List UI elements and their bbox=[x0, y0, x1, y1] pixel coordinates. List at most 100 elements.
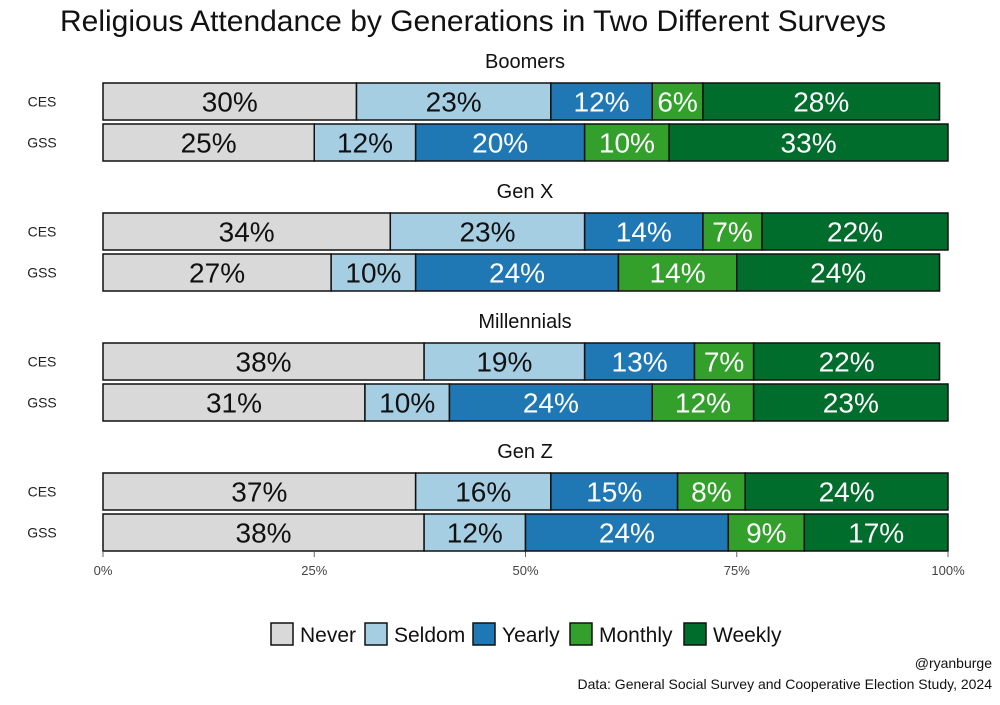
data-label: 19% bbox=[476, 347, 532, 378]
generation-group: Boomers CES 30% 23% 12% 6% 28% GSS 25% 12% 20% 10% 3… bbox=[27, 51, 949, 162]
data-label: 28% bbox=[793, 87, 849, 118]
survey-row: GSS 38% 12% 24% 9% 17% bbox=[27, 513, 949, 552]
bar-segment-weekly bbox=[752, 383, 949, 422]
data-label: 27% bbox=[189, 258, 245, 289]
legend-label: Never bbox=[300, 624, 356, 647]
survey-row: GSS 25% 12% 20% 10% 33% bbox=[27, 123, 949, 162]
bar-segment-yearly bbox=[583, 212, 704, 251]
data-label: 24% bbox=[810, 258, 866, 289]
bar-segment-weekly bbox=[668, 123, 949, 162]
legend-swatch bbox=[683, 622, 707, 646]
generation-label: Millennials bbox=[478, 311, 571, 333]
bar-segment-never bbox=[102, 82, 358, 121]
data-label: 38% bbox=[236, 518, 292, 549]
legend: Never Seldom Yearly Monthly Weekly bbox=[270, 622, 782, 647]
bar-segment-never bbox=[102, 253, 332, 292]
groups-layer: Boomers CES 30% 23% 12% 6% 28% GSS 25% 12% 20% 10% 3… bbox=[27, 51, 949, 552]
bar-segment-monthly bbox=[617, 253, 738, 292]
bar-segment-seldom bbox=[355, 82, 552, 121]
bar-segment-weekly bbox=[761, 212, 949, 251]
legend-item: Seldom bbox=[364, 622, 465, 647]
data-label: 12% bbox=[447, 518, 503, 549]
chart-title: Religious Attendance by Generations in T… bbox=[60, 5, 886, 38]
survey-row: CES 34% 23% 14% 7% 22% bbox=[28, 212, 949, 251]
bar-segment-seldom bbox=[423, 342, 586, 381]
data-label: 24% bbox=[489, 258, 545, 289]
legend-item: Yearly bbox=[472, 622, 560, 647]
bar-segment-weekly bbox=[744, 472, 949, 511]
legend-label: Monthly bbox=[599, 624, 673, 647]
x-tick-label: 0% bbox=[94, 563, 113, 578]
credit-text: @ryanburge bbox=[915, 655, 992, 671]
generation-label: Gen Z bbox=[497, 441, 553, 463]
survey-label: CES bbox=[28, 354, 57, 370]
data-label: 14% bbox=[616, 217, 672, 248]
legend-label: Seldom bbox=[394, 624, 465, 647]
data-label: 10% bbox=[599, 128, 655, 159]
legend-swatch bbox=[270, 622, 294, 646]
data-label: 12% bbox=[337, 128, 393, 159]
survey-label: GSS bbox=[27, 135, 57, 151]
bar-segment-monthly bbox=[702, 212, 763, 251]
data-label: 12% bbox=[675, 388, 731, 419]
bar-segment-monthly bbox=[583, 123, 670, 162]
bar-segment-yearly bbox=[524, 513, 730, 552]
bar-segment-weekly bbox=[752, 342, 941, 381]
data-label: 23% bbox=[426, 87, 482, 118]
survey-row: GSS 31% 10% 24% 12% 23% bbox=[27, 383, 949, 422]
data-label: 30% bbox=[202, 87, 258, 118]
data-label: 24% bbox=[523, 388, 579, 419]
x-tick-label: 25% bbox=[301, 563, 327, 578]
legend-swatch bbox=[472, 622, 496, 646]
legend-swatch bbox=[569, 622, 593, 646]
bar-segment-never bbox=[102, 513, 425, 552]
bar-segment-never bbox=[102, 472, 417, 511]
bar-segment-never bbox=[102, 123, 315, 162]
bar-segment-seldom bbox=[423, 513, 527, 552]
data-label: 37% bbox=[231, 477, 287, 508]
data-label: 38% bbox=[236, 347, 292, 378]
bar-segment-yearly bbox=[583, 342, 696, 381]
bar-segment-yearly bbox=[414, 123, 586, 162]
data-label: 10% bbox=[345, 258, 401, 289]
survey-label: CES bbox=[28, 224, 57, 240]
data-label: 15% bbox=[586, 477, 642, 508]
survey-label: CES bbox=[28, 484, 57, 500]
data-label: 9% bbox=[746, 518, 786, 549]
x-axis: 0% 25% 50% 75% 100% bbox=[94, 552, 965, 578]
generation-group: Millennials CES 38% 19% 13% 7% 22% GSS 31% 10% 24%… bbox=[27, 311, 949, 422]
legend-item: Monthly bbox=[569, 622, 673, 647]
legend-label: Weekly bbox=[713, 624, 782, 647]
generation-label: Gen X bbox=[497, 181, 554, 203]
data-label: 23% bbox=[823, 388, 879, 419]
generation-group: Gen Z CES 37% 16% 15% 8% 24% GSS 38% 12% 24% 9% 17% bbox=[27, 441, 949, 552]
survey-label: GSS bbox=[27, 395, 57, 411]
data-label: 17% bbox=[848, 518, 904, 549]
bar-segment-weekly bbox=[702, 82, 941, 121]
bar-segment-never bbox=[102, 342, 425, 381]
bar-segment-yearly bbox=[414, 253, 620, 292]
bar-segment-monthly bbox=[651, 383, 755, 422]
survey-row: CES 38% 19% 13% 7% 22% bbox=[28, 342, 941, 381]
data-label: 16% bbox=[455, 477, 511, 508]
data-label: 22% bbox=[819, 347, 875, 378]
bar-segment-yearly bbox=[550, 82, 653, 121]
data-label: 12% bbox=[574, 87, 630, 118]
x-tick-label: 50% bbox=[512, 563, 538, 578]
bar-segment-seldom bbox=[389, 212, 586, 251]
x-tick-label: 75% bbox=[724, 563, 750, 578]
data-label: 8% bbox=[691, 477, 731, 508]
survey-label: GSS bbox=[27, 265, 57, 281]
survey-label: GSS bbox=[27, 525, 57, 541]
generation-label: Boomers bbox=[485, 51, 565, 73]
survey-row: GSS 27% 10% 24% 14% 24% bbox=[27, 253, 941, 292]
x-tick-label: 100% bbox=[931, 563, 965, 578]
bar-segment-yearly bbox=[448, 383, 654, 422]
data-label: 34% bbox=[219, 217, 275, 248]
bar-segment-weekly bbox=[736, 253, 941, 292]
bar-segment-seldom bbox=[313, 123, 417, 162]
survey-row: CES 30% 23% 12% 6% 28% bbox=[28, 82, 941, 121]
data-label: 14% bbox=[650, 258, 706, 289]
